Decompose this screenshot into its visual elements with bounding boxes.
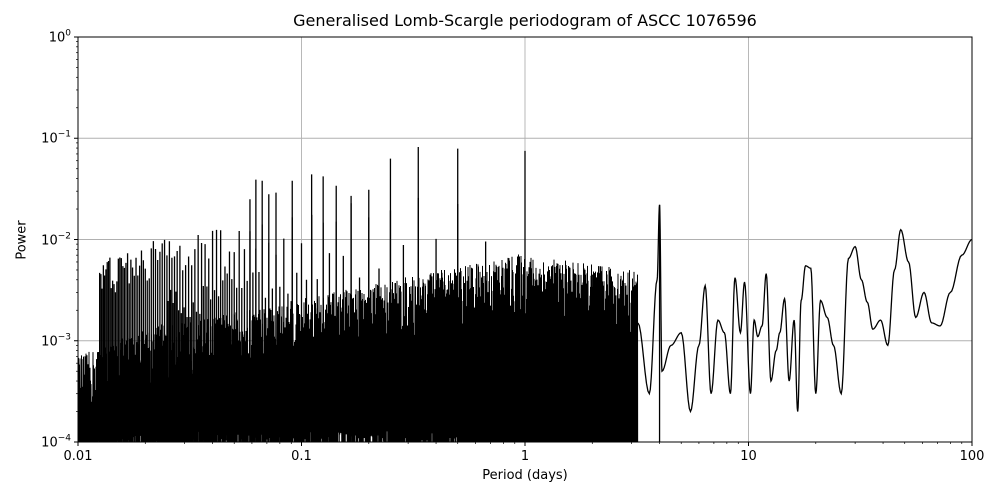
y-tick-label: 10−4 bbox=[41, 433, 71, 451]
y-tick-label: 10−3 bbox=[41, 332, 71, 350]
x-tick-label: 0.01 bbox=[63, 449, 93, 464]
x-tick-label: 1 bbox=[520, 449, 530, 464]
chart-title: Generalised Lomb-Scargle periodogram of … bbox=[293, 11, 757, 30]
y-tick-label: 10−2 bbox=[41, 231, 71, 248]
x-tick-label: 0.1 bbox=[291, 449, 312, 464]
x-tick-label: 10 bbox=[740, 449, 757, 464]
axis-ticks bbox=[74, 36, 973, 446]
power-trace bbox=[78, 146, 972, 442]
y-axis-label: Power bbox=[14, 220, 30, 260]
y-tick-label: 100 bbox=[48, 28, 71, 46]
x-axis-label: Period (days) bbox=[482, 468, 568, 483]
x-tick-label: 100 bbox=[959, 449, 985, 464]
y-tick-label: 10−1 bbox=[41, 129, 71, 147]
